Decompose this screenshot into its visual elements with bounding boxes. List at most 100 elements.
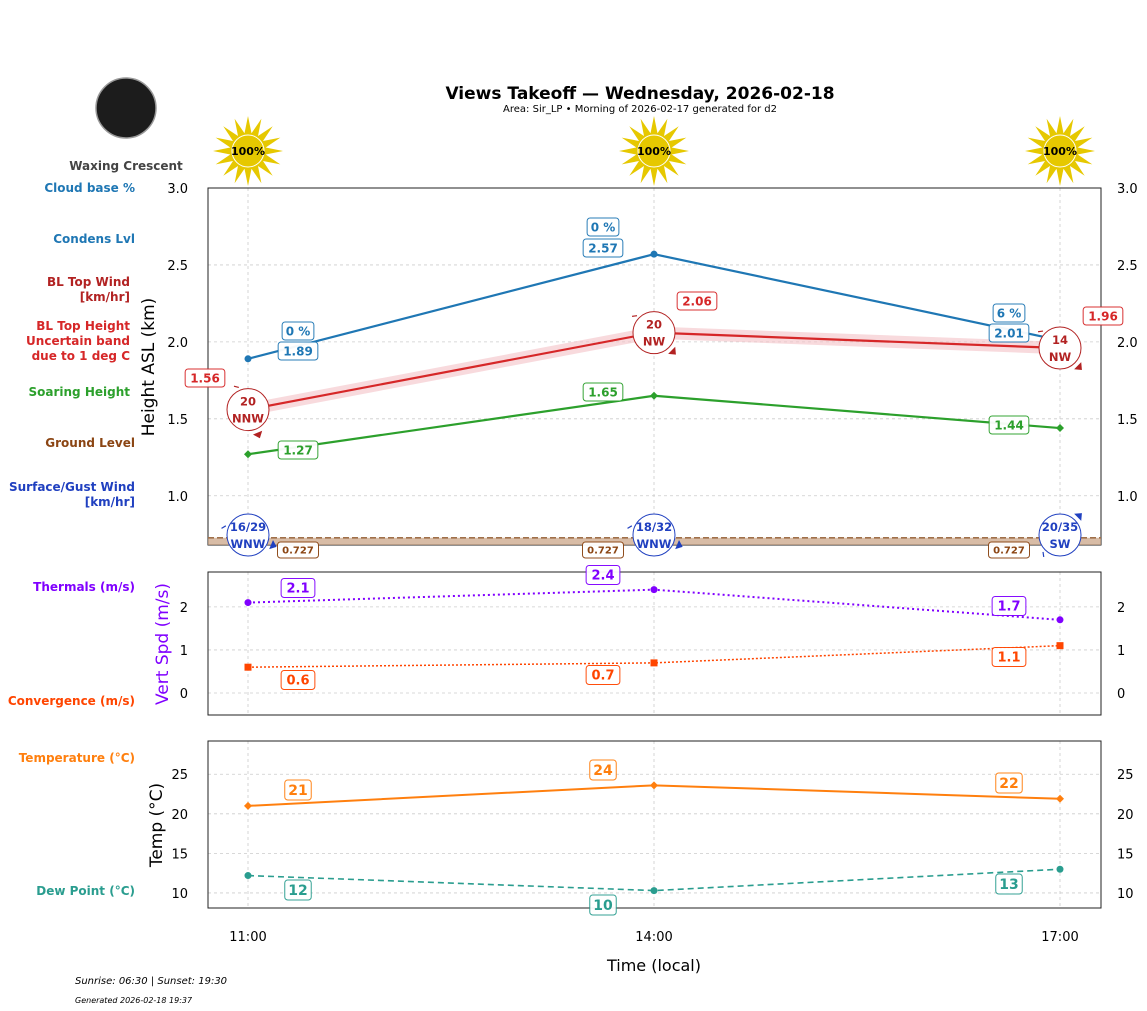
wind-speed: 20/35 <box>1042 520 1078 534</box>
y-tick-label-left: 10 <box>171 887 188 902</box>
y-tick-label-right: 2 <box>1117 601 1125 616</box>
x-tick-label: 14:00 <box>635 930 672 945</box>
bl-top-label-box <box>184 368 226 388</box>
wind-barb-icon <box>1037 330 1044 333</box>
sun-icon: 100% <box>619 116 689 186</box>
wind-direction: SW <box>1050 537 1071 551</box>
label-bl-wind: BL Top Wind <box>47 275 130 289</box>
thermal-point <box>1056 616 1064 624</box>
y-axis-label-vert-speed: Vert Spd (m/s) <box>153 583 173 705</box>
surface-wind-indicator: 18/32 WNW <box>627 513 683 557</box>
sun-icon: 100% <box>1025 116 1095 186</box>
y-tick-label-right: 15 <box>1117 847 1134 862</box>
bl-top-label-box <box>1082 306 1124 326</box>
y-tick-label-right: 10 <box>1117 887 1134 902</box>
dew-point-label: 10 <box>589 894 617 916</box>
generated-time: Generated 2026-02-18 19:37 <box>75 996 193 1005</box>
cloud-base-label-text: 2.01 <box>994 326 1024 340</box>
thermal-label-box <box>991 596 1027 616</box>
cloud-percent-label-box <box>281 321 315 341</box>
label-surface-wind-unit: [km/hr] <box>85 495 135 509</box>
thermal-label: 1.7 <box>991 596 1027 616</box>
convergence-label-text: 0.6 <box>286 674 309 689</box>
wind-speed: 20 <box>646 318 662 332</box>
wind-arrow-icon <box>675 539 683 550</box>
label-bl-height-band: Uncertain band <box>26 334 130 348</box>
surface-wind-indicator: 20/35 SW <box>1038 513 1082 558</box>
wind-arrow-icon <box>1074 513 1082 521</box>
cloud-base-label: 1.89 <box>277 341 319 361</box>
dew-point-label-box <box>995 873 1023 895</box>
sun-percent: 100% <box>1043 145 1077 158</box>
y-tick-label-right: 20 <box>1117 808 1134 823</box>
convergence-label-text: 1.1 <box>997 651 1020 666</box>
soaring-height-point <box>244 450 252 459</box>
panel-frame <box>207 571 1102 716</box>
wind-barb-icon <box>1042 551 1045 558</box>
convergence-label-box <box>280 670 316 690</box>
y-tick-label-right: 1.0 <box>1117 490 1138 505</box>
wind-barb-icon <box>221 525 227 529</box>
y-tick-label-left: 1 <box>180 644 188 659</box>
label-dew-point: Dew Point (°C) <box>36 884 135 898</box>
wind-barb-icon <box>631 315 638 317</box>
y-tick-label-left: 0 <box>180 687 188 702</box>
convergence-label: 0.6 <box>280 670 316 690</box>
sun-percent: 100% <box>231 145 265 158</box>
label-temperature: Temperature (°C) <box>19 751 135 765</box>
cloud-base-label-text: 2.57 <box>588 241 618 255</box>
cloud-percent-label-text: 0 % <box>591 220 616 234</box>
label-surface-wind: Surface/Gust Wind <box>9 480 135 494</box>
convergence-point <box>650 659 658 667</box>
cloud-percent-label: 0 % <box>586 217 620 237</box>
y-tick-label-left: 1.0 <box>167 490 188 505</box>
dew-point-point <box>244 872 252 880</box>
label-cloud-base: Cloud base % <box>44 181 135 195</box>
wind-arrow-icon <box>1074 362 1082 370</box>
x-tick-label: 11:00 <box>229 930 266 945</box>
ground-label-box <box>582 541 624 559</box>
wind-circle <box>1038 326 1082 370</box>
temperature-label-box <box>284 779 312 801</box>
chart-subtitle: Area: Sir_LP • Morning of 2026-02-17 gen… <box>503 104 777 115</box>
moon-phase-label: Waxing Crescent <box>69 159 183 173</box>
temperature-point <box>650 781 658 790</box>
x-tick-label: 17:00 <box>1041 930 1078 945</box>
temperature-label-text: 24 <box>593 763 613 779</box>
chart-title: Views Takeoff — Wednesday, 2026-02-18 <box>445 84 834 104</box>
bl-top-label-text: 1.56 <box>190 371 220 385</box>
panel-frame <box>207 187 1102 546</box>
thermal-label-text: 1.7 <box>997 600 1020 615</box>
thermal-label: 2.1 <box>280 578 316 598</box>
dew-point-label-box <box>284 879 312 901</box>
y-tick-label-right: 3.0 <box>1117 182 1138 197</box>
bl-wind-indicator: 20 NW <box>631 311 676 355</box>
temperature-label: 21 <box>284 779 312 801</box>
convergence-label-box <box>585 665 621 685</box>
label-thermals: Thermals (m/s) <box>33 580 135 594</box>
ground-label: 0.727 <box>582 541 624 559</box>
dew-point-label: 12 <box>284 879 312 901</box>
thermal-label: 2.4 <box>585 565 621 585</box>
ground-label: 0.727 <box>988 541 1030 559</box>
temperature-label: 22 <box>995 772 1023 794</box>
dew-point-point <box>1056 865 1064 873</box>
wind-direction: NW <box>1049 350 1072 364</box>
ground-label: 0.727 <box>277 541 319 559</box>
y-tick-label-left: 25 <box>171 768 188 783</box>
cloud-base-label-box <box>582 238 624 258</box>
y-tick-label-right: 2.0 <box>1117 336 1138 351</box>
thermal-label-text: 2.1 <box>286 582 309 597</box>
cloud-percent-label-text: 0 % <box>286 324 311 338</box>
cloud-base-label-text: 1.89 <box>283 344 313 358</box>
wind-speed: 18/32 <box>636 520 672 534</box>
y-tick-label-right: 2.5 <box>1117 259 1138 274</box>
y-tick-label-right: 0 <box>1117 687 1125 702</box>
soaring-label: 1.27 <box>277 440 319 460</box>
temperature-label-text: 21 <box>288 783 307 799</box>
sun-percent: 100% <box>637 145 671 158</box>
wind-circle <box>632 513 676 557</box>
temperature-label: 24 <box>589 759 617 781</box>
ground-label-box <box>988 541 1030 559</box>
cloud-percent-label-text: 6 % <box>997 306 1022 320</box>
